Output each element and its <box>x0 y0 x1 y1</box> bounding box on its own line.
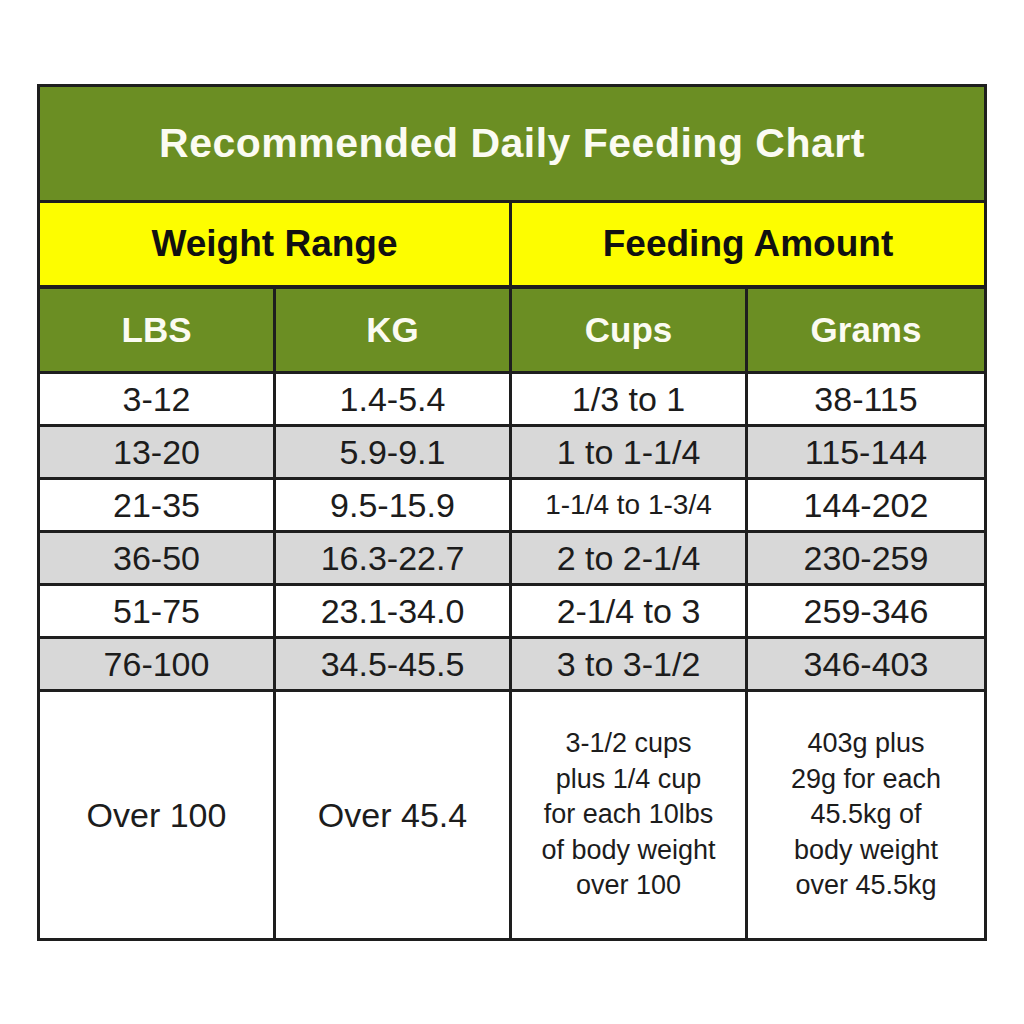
cell-kg: 16.3-22.7 <box>276 533 512 583</box>
table-row: 76-100 34.5-45.5 3 to 3-1/2 346-403 <box>40 636 984 689</box>
cell-lbs: 76-100 <box>40 639 276 689</box>
table-row-over-100: Over 100 Over 45.4 3-1/2 cups plus 1/4 c… <box>40 689 984 938</box>
cell-cups: 3-1/2 cups plus 1/4 cup for each 10lbs o… <box>512 692 748 938</box>
table-row: 3-12 1.4-5.4 1/3 to 1 38-115 <box>40 371 984 424</box>
feeding-chart-table: Recommended Daily Feeding Chart Weight R… <box>37 84 987 941</box>
cell-kg: 5.9-9.1 <box>276 427 512 477</box>
table-row: 21-35 9.5-15.9 1-1/4 to 1-3/4 144-202 <box>40 477 984 530</box>
cell-cups: 1-1/4 to 1-3/4 <box>512 480 748 530</box>
group-header-row: Weight Range Feeding Amount <box>40 200 984 285</box>
column-header-kg: KG <box>276 289 512 371</box>
table-row: 51-75 23.1-34.0 2-1/4 to 3 259-346 <box>40 583 984 636</box>
cell-grams: 346-403 <box>748 639 984 689</box>
cell-grams: 403g plus 29g for each 45.5kg of body we… <box>748 692 984 938</box>
chart-title: Recommended Daily Feeding Chart <box>159 120 865 167</box>
cell-grams: 259-346 <box>748 586 984 636</box>
column-header-row: LBS KG Cups Grams <box>40 285 984 371</box>
chart-title-row: Recommended Daily Feeding Chart <box>40 87 984 200</box>
cell-cups: 2 to 2-1/4 <box>512 533 748 583</box>
table-row: 13-20 5.9-9.1 1 to 1-1/4 115-144 <box>40 424 984 477</box>
cell-cups: 2-1/4 to 3 <box>512 586 748 636</box>
cell-grams: 38-115 <box>748 374 984 424</box>
column-header-cups: Cups <box>512 289 748 371</box>
cell-lbs: Over 100 <box>40 692 276 938</box>
cell-kg: Over 45.4 <box>276 692 512 938</box>
cell-grams: 230-259 <box>748 533 984 583</box>
cell-lbs: 36-50 <box>40 533 276 583</box>
cell-cups: 3 to 3-1/2 <box>512 639 748 689</box>
cell-kg: 34.5-45.5 <box>276 639 512 689</box>
group-header-weight-range: Weight Range <box>40 203 512 285</box>
table-row: 36-50 16.3-22.7 2 to 2-1/4 230-259 <box>40 530 984 583</box>
cell-lbs: 21-35 <box>40 480 276 530</box>
cell-grams: 144-202 <box>748 480 984 530</box>
group-header-feeding-amount: Feeding Amount <box>512 203 984 285</box>
cell-cups: 1 to 1-1/4 <box>512 427 748 477</box>
column-header-lbs: LBS <box>40 289 276 371</box>
cell-lbs: 13-20 <box>40 427 276 477</box>
cell-kg: 23.1-34.0 <box>276 586 512 636</box>
cell-cups: 1/3 to 1 <box>512 374 748 424</box>
cell-kg: 1.4-5.4 <box>276 374 512 424</box>
cell-kg: 9.5-15.9 <box>276 480 512 530</box>
column-header-grams: Grams <box>748 289 984 371</box>
cell-lbs: 3-12 <box>40 374 276 424</box>
cell-grams: 115-144 <box>748 427 984 477</box>
cell-lbs: 51-75 <box>40 586 276 636</box>
